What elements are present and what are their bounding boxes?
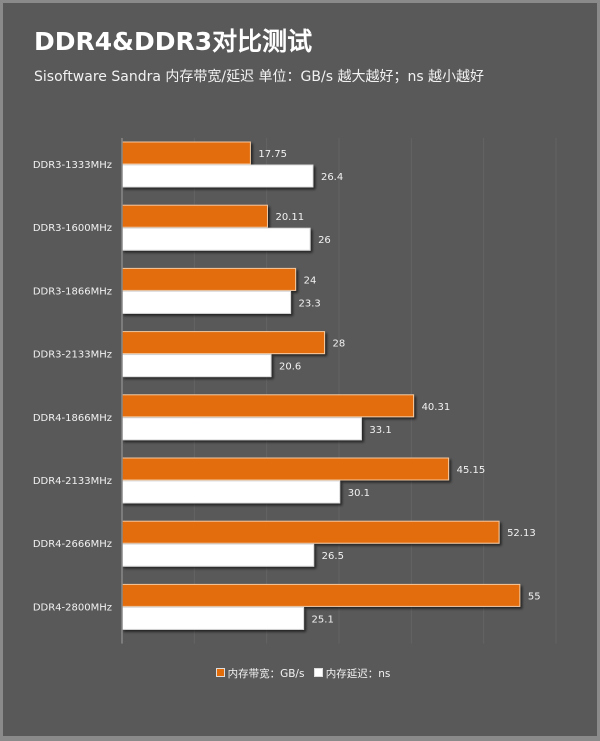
data-label: 55 (528, 591, 541, 602)
bar-latency (121, 227, 311, 251)
category-label: DDR4-2800MHz (33, 602, 112, 613)
category-label: DDR4-2666MHz (33, 539, 112, 550)
bar-latency (121, 164, 314, 188)
legend-label-bandwidth: 内存带宽：GB/s (227, 668, 305, 680)
category-label: DDR4-2133MHz (33, 476, 112, 487)
data-label: 26.4 (321, 172, 343, 183)
data-label: 25.1 (312, 614, 334, 625)
bar-latency (121, 354, 272, 378)
legend: 内存带宽：GB/s 内存延迟：ns (0, 666, 600, 681)
data-label: 26.5 (322, 551, 344, 562)
legend-swatch-latency (313, 668, 323, 677)
data-label: 17.75 (258, 149, 287, 160)
bar-bandwidth (121, 457, 450, 481)
bar-bandwidth (121, 583, 521, 607)
data-label: 30.1 (348, 488, 370, 499)
bar-bandwidth (121, 394, 415, 418)
data-label: 28 (333, 339, 346, 350)
data-label: 23.3 (299, 298, 321, 309)
legend-label-latency: 内存延迟：ns (325, 668, 391, 680)
bar-bandwidth (121, 141, 251, 165)
chart-title: DDR4&DDR3对比测试 (34, 27, 313, 56)
bar-latency (121, 417, 362, 441)
data-label: 20.6 (279, 362, 301, 373)
category-label: DDR3-1866MHz (33, 286, 112, 297)
bar-bandwidth (121, 331, 326, 355)
bar-latency (121, 290, 292, 314)
data-label: 24 (304, 275, 317, 286)
legend-swatch-bandwidth (215, 668, 225, 677)
bar-bandwidth (121, 520, 500, 544)
bar-bandwidth (121, 204, 268, 228)
bar-latency (121, 606, 305, 630)
data-label: 40.31 (422, 402, 451, 413)
category-label: DDR3-2133MHz (33, 350, 112, 361)
bar-latency (121, 543, 315, 567)
chart-subtitle: Sisoftware Sandra 内存带宽/延迟 单位：GB/s 越大越好；n… (34, 69, 485, 85)
category-label: DDR4-1866MHz (33, 413, 112, 424)
data-label: 45.15 (457, 465, 486, 476)
bar-latency (121, 480, 341, 504)
data-label: 26 (318, 235, 331, 246)
data-label: 20.11 (275, 212, 304, 223)
data-label: 52.13 (507, 528, 536, 539)
data-label: 33.1 (369, 425, 391, 436)
category-label: DDR3-1600MHz (33, 223, 112, 234)
category-label: DDR3-1333MHz (33, 160, 112, 171)
bar-bandwidth (121, 267, 297, 291)
